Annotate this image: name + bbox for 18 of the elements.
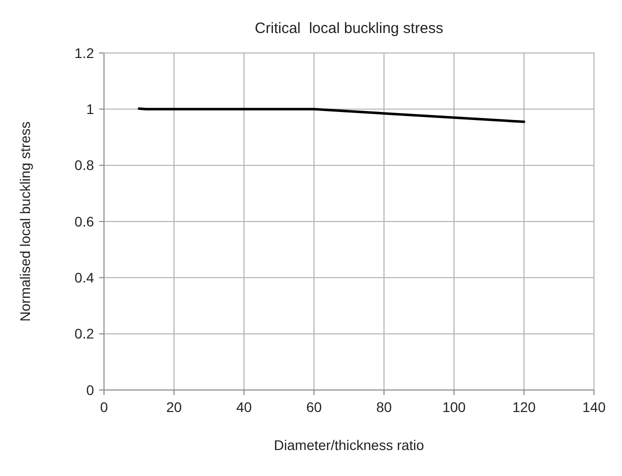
y-tick-label: 1 [86,101,94,118]
x-tick-label: 60 [306,399,322,415]
y-tick-label: 0 [86,382,94,398]
y-tick-label: 0.4 [74,270,94,286]
x-tick-label: 120 [512,399,536,415]
x-axis-title: Diameter/thickness ratio [274,437,424,453]
x-tick-label: 80 [376,399,392,415]
y-tick-label: 0.6 [74,213,94,230]
y-axis-title: Normalised local buckling stress [17,122,33,322]
x-tick-label: 0 [100,399,108,415]
y-tick-label: 1.2 [74,44,94,61]
x-tick-label: 140 [582,399,606,415]
x-tick-label: 20 [166,399,182,415]
y-tick-label: 0.8 [74,157,94,174]
y-tick-label: 0.2 [74,326,94,342]
x-tick-label: 40 [236,399,252,415]
x-tick-label: 100 [442,399,466,415]
chart-title: Critical local buckling stress [254,20,444,37]
